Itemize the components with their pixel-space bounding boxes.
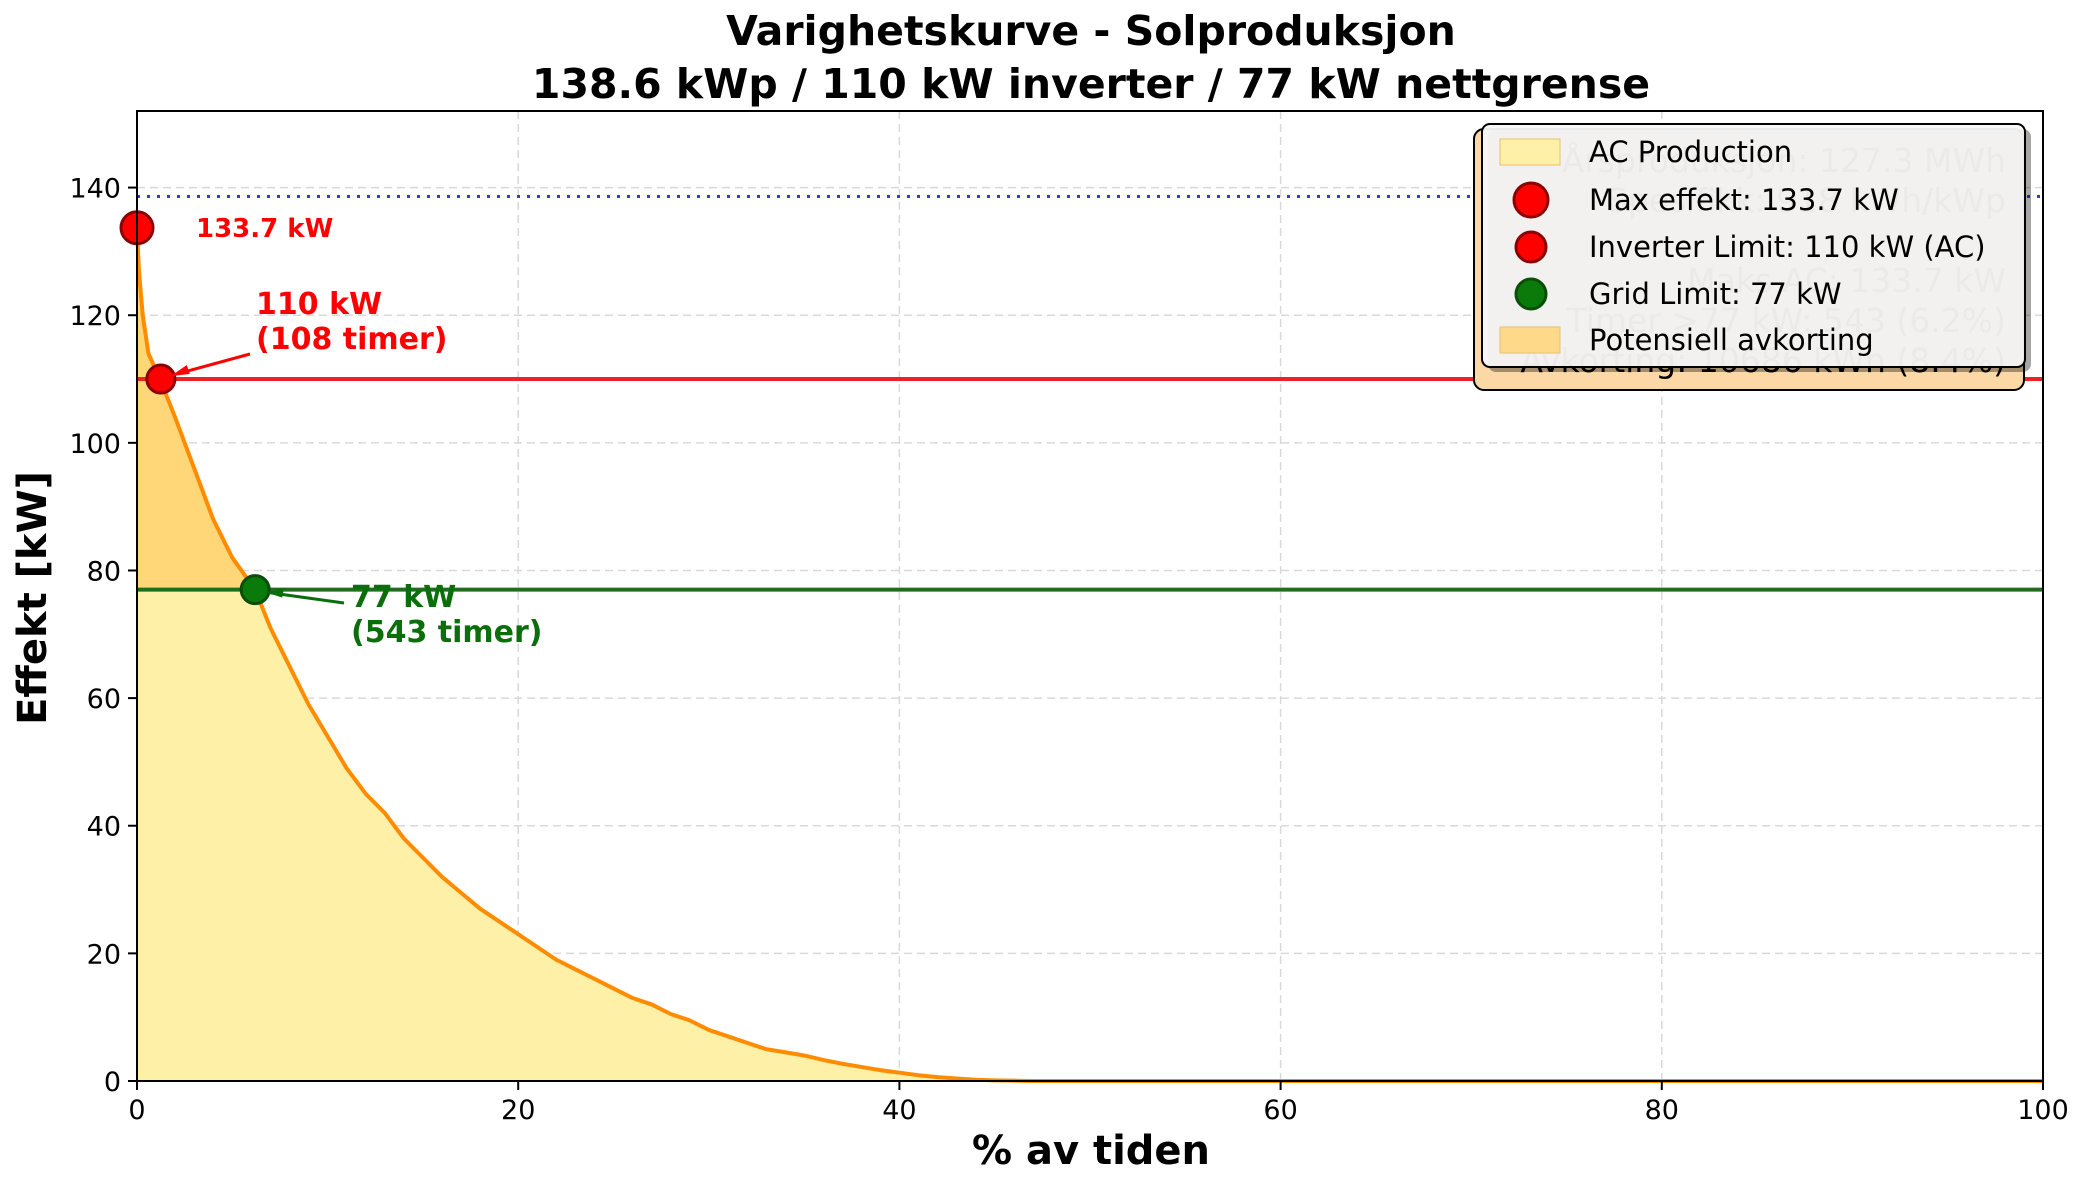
legend-label: Potensiell avkorting	[1589, 323, 1874, 357]
y-tick-label: 0	[104, 1067, 121, 1098]
legend-marker	[1514, 277, 1548, 311]
curtailment-area	[137, 227, 271, 590]
axis-ticks: 0 20 40 60 80 100 0 20 40 60 80 100 120 140	[69, 174, 2068, 1126]
y-tick-label: 80	[87, 556, 121, 587]
y-tick-label: 20	[87, 939, 121, 970]
x-tick-label: 40	[882, 1095, 916, 1126]
inverter-annotation-line1: 110 kW	[256, 287, 382, 322]
plot-frame	[136, 110, 2044, 1082]
inverter-annotation-line2: (108 timer)	[256, 322, 448, 357]
legend-label: Inverter Limit: 110 kW (AC)	[1589, 230, 1986, 264]
limit-marker	[145, 363, 177, 395]
legend-label: Grid Limit: 77 kW	[1589, 277, 1842, 311]
y-tick-label: 100	[69, 429, 121, 460]
y-tick-label: 40	[87, 812, 121, 843]
grid-arrow-head	[267, 587, 285, 598]
y-tick-label: 60	[87, 684, 121, 715]
chart-subtitle: 138.6 kWp / 110 kW inverter / 77 kW nett…	[532, 60, 1650, 108]
legend-label: Max effekt: 133.7 kW	[1589, 183, 1899, 217]
y-tick-label: 140	[69, 174, 121, 205]
inverter-arrow-head	[170, 365, 190, 377]
legend-marker	[1512, 181, 1550, 219]
legend-marker	[1514, 230, 1548, 264]
production-area	[137, 227, 2043, 1081]
x-tick-label: 0	[128, 1095, 145, 1126]
chart-title: Varighetskurve - Solproduksjon	[726, 7, 1456, 55]
grid-annotation-line2: (543 timer)	[351, 615, 543, 650]
x-tick-label: 80	[1645, 1095, 1679, 1126]
marker-annotations: 133.7 kW 110 kW(108 timer) 77 kW(543 timer…	[170, 214, 543, 650]
y-axis-label: Effekt [kW]	[10, 471, 56, 725]
legend-swatch	[1499, 326, 1561, 354]
x-tick-label: 20	[501, 1095, 535, 1126]
legend-label: AC Production	[1589, 135, 1792, 169]
legend-swatch	[1499, 138, 1561, 166]
axes-frame	[136, 110, 2044, 1082]
limit-marker	[239, 574, 271, 606]
x-tick-label: 100	[2017, 1095, 2069, 1126]
plot-area-fills	[137, 227, 2043, 1081]
x-tick-label: 60	[1263, 1095, 1297, 1126]
grid-annotation-line1: 77 kW	[351, 580, 456, 615]
legend: AC Production Max effekt: 133.7 kW Inverte…	[1481, 123, 2031, 372]
y-tick-label: 120	[69, 301, 121, 332]
legend-frame	[1481, 123, 2026, 368]
x-axis-label: % av tiden	[972, 1128, 1210, 1174]
max-power-annotation: 133.7 kW	[196, 214, 333, 244]
